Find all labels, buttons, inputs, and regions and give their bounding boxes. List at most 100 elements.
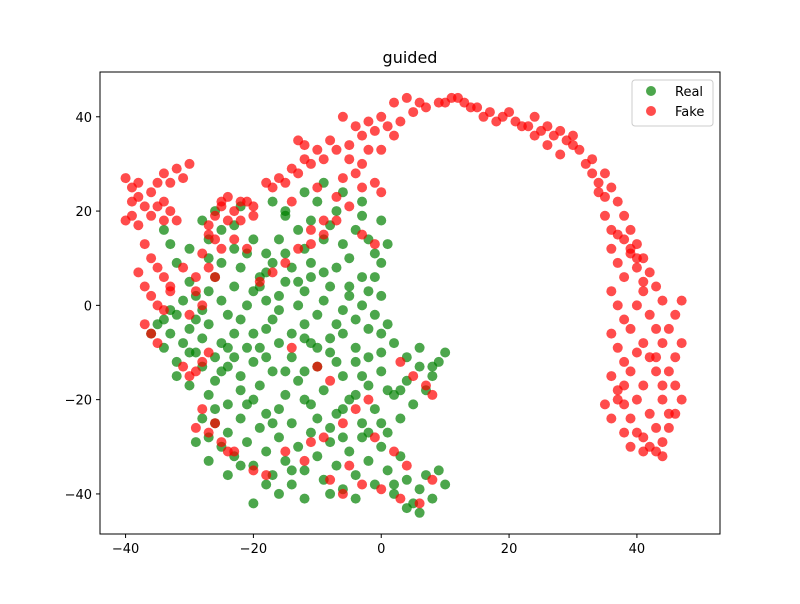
data-point-fake bbox=[657, 295, 668, 306]
data-point-real bbox=[216, 224, 227, 235]
data-point-fake bbox=[529, 111, 540, 122]
data-point-real bbox=[293, 375, 304, 386]
y-axis: −40 −20 0 20 40 bbox=[65, 111, 100, 503]
data-point-real bbox=[261, 479, 272, 490]
data-point-fake bbox=[139, 281, 150, 292]
data-point-fake bbox=[350, 168, 361, 179]
data-point-fake bbox=[190, 422, 201, 433]
data-point-fake bbox=[165, 206, 176, 217]
data-point-fake bbox=[638, 380, 649, 391]
data-point-fake bbox=[210, 418, 221, 429]
data-point-fake bbox=[612, 196, 623, 207]
data-point-fake bbox=[555, 125, 566, 136]
data-point-fake bbox=[299, 455, 310, 466]
data-point-fake bbox=[555, 149, 566, 160]
data-point-fake bbox=[516, 121, 527, 132]
plot-frame bbox=[99, 71, 721, 535]
data-point-fake bbox=[146, 187, 157, 198]
data-point-fake bbox=[293, 135, 304, 146]
data-point-fake bbox=[184, 309, 195, 320]
data-point-fake bbox=[619, 314, 630, 325]
data-point-fake bbox=[401, 92, 412, 103]
data-point-real bbox=[369, 248, 380, 259]
y-tick-label: −40 bbox=[65, 488, 92, 503]
data-point-real bbox=[273, 488, 284, 499]
data-point-real bbox=[389, 338, 400, 349]
data-point-fake bbox=[350, 404, 361, 415]
data-point-fake bbox=[414, 97, 425, 108]
data-point-fake bbox=[158, 215, 169, 226]
data-point-fake bbox=[619, 234, 630, 245]
data-point-fake bbox=[619, 272, 630, 283]
data-point-real bbox=[389, 479, 400, 490]
data-point-fake bbox=[337, 173, 348, 184]
data-point-fake bbox=[363, 394, 374, 405]
data-point-fake bbox=[203, 220, 214, 231]
data-point-fake bbox=[369, 177, 380, 188]
data-point-real bbox=[337, 432, 348, 443]
data-point-real bbox=[376, 441, 387, 452]
data-point-real bbox=[414, 507, 425, 518]
data-point-fake bbox=[344, 154, 355, 165]
data-point-fake bbox=[299, 154, 310, 165]
data-point-fake bbox=[580, 158, 591, 169]
x-axis: −40 −20 0 20 40 bbox=[112, 534, 645, 557]
data-point-fake bbox=[325, 135, 336, 146]
data-point-real bbox=[382, 465, 393, 476]
data-point-fake bbox=[158, 168, 169, 179]
data-point-real bbox=[235, 460, 246, 471]
data-point-fake bbox=[670, 352, 681, 363]
data-point-fake bbox=[401, 460, 412, 471]
data-point-fake bbox=[248, 201, 259, 212]
data-point-fake bbox=[350, 121, 361, 132]
data-point-real bbox=[357, 300, 368, 311]
data-point-real bbox=[357, 371, 368, 382]
data-point-fake bbox=[331, 215, 342, 226]
data-point-real bbox=[293, 276, 304, 287]
data-point-fake bbox=[242, 243, 253, 254]
data-point-real bbox=[433, 465, 444, 476]
data-point-fake bbox=[651, 422, 662, 433]
data-point-real bbox=[229, 281, 240, 292]
data-point-fake bbox=[593, 187, 604, 198]
data-point-real bbox=[414, 484, 425, 495]
data-point-fake bbox=[286, 342, 297, 353]
data-point-real bbox=[344, 253, 355, 264]
data-point-real bbox=[395, 413, 406, 424]
data-point-real bbox=[337, 239, 348, 250]
data-point-fake bbox=[337, 111, 348, 122]
data-point-fake bbox=[280, 446, 291, 457]
data-point-fake bbox=[369, 432, 380, 443]
data-point-real bbox=[350, 389, 361, 400]
data-point-real bbox=[344, 446, 355, 457]
data-point-fake bbox=[312, 182, 323, 193]
data-point-real bbox=[203, 455, 214, 466]
data-point-real bbox=[299, 319, 310, 330]
data-point-fake bbox=[369, 125, 380, 136]
data-point-real bbox=[363, 352, 374, 363]
data-point-real bbox=[337, 404, 348, 415]
data-point-real bbox=[222, 342, 233, 353]
data-point-fake bbox=[427, 474, 438, 485]
data-point-fake bbox=[158, 272, 169, 283]
data-point-fake bbox=[612, 394, 623, 405]
data-point-fake bbox=[619, 427, 630, 438]
data-point-fake bbox=[363, 116, 374, 127]
data-point-fake bbox=[593, 177, 604, 188]
data-point-real bbox=[235, 314, 246, 325]
data-point-real bbox=[331, 262, 342, 273]
data-point-real bbox=[286, 479, 297, 490]
data-point-real bbox=[184, 243, 195, 254]
data-point-fake bbox=[363, 144, 374, 155]
data-point-fake bbox=[344, 201, 355, 212]
data-point-fake bbox=[389, 130, 400, 141]
data-point-fake bbox=[139, 319, 150, 330]
points-layer bbox=[120, 92, 687, 518]
data-point-real bbox=[376, 290, 387, 301]
data-point-fake bbox=[644, 309, 655, 320]
data-point-fake bbox=[357, 182, 368, 193]
data-point-real bbox=[254, 380, 265, 391]
data-point-fake bbox=[567, 140, 578, 151]
data-point-fake bbox=[286, 163, 297, 174]
data-point-real bbox=[248, 234, 259, 245]
